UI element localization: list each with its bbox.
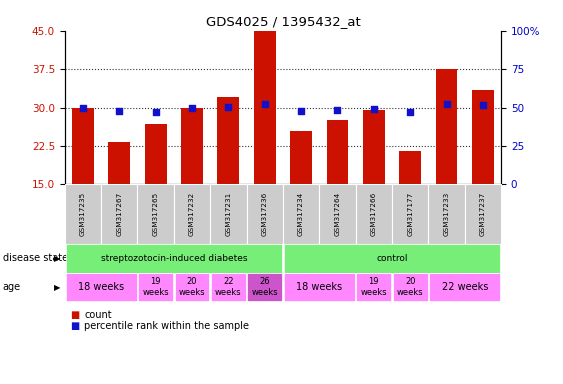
- Text: ■: ■: [70, 310, 79, 320]
- Bar: [472, 89, 494, 184]
- Text: disease state: disease state: [3, 253, 68, 263]
- Text: GSM317266: GSM317266: [371, 192, 377, 236]
- Text: GSM317177: GSM317177: [407, 192, 413, 236]
- Text: GSM317265: GSM317265: [153, 192, 159, 236]
- Text: 20
weeks: 20 weeks: [178, 277, 205, 297]
- Text: 18 weeks: 18 weeks: [296, 282, 342, 292]
- Point: [151, 109, 160, 115]
- Text: GSM317235: GSM317235: [80, 192, 86, 236]
- Text: GSM317231: GSM317231: [225, 192, 231, 236]
- Point: [479, 102, 488, 108]
- Point: [442, 101, 451, 108]
- Text: 22 weeks: 22 weeks: [441, 282, 488, 292]
- Bar: [181, 108, 203, 184]
- Text: 19
weeks: 19 weeks: [360, 277, 387, 297]
- Bar: [290, 131, 312, 184]
- Text: GSM317234: GSM317234: [298, 192, 304, 236]
- Text: GSM317233: GSM317233: [444, 192, 449, 236]
- Text: GSM317267: GSM317267: [117, 192, 122, 236]
- Text: 19
weeks: 19 weeks: [142, 277, 169, 297]
- Text: ■: ■: [70, 321, 79, 331]
- Point: [260, 101, 269, 108]
- Text: percentile rank within the sample: percentile rank within the sample: [84, 321, 249, 331]
- Text: ▶: ▶: [53, 283, 60, 291]
- Point: [406, 109, 415, 115]
- Text: 18 weeks: 18 weeks: [78, 282, 124, 292]
- Point: [369, 106, 378, 112]
- Bar: [363, 110, 385, 184]
- Bar: [145, 124, 167, 184]
- Text: control: control: [376, 254, 408, 263]
- Text: 26
weeks: 26 weeks: [252, 277, 278, 297]
- Text: GSM317236: GSM317236: [262, 192, 268, 236]
- Text: count: count: [84, 310, 112, 320]
- Text: age: age: [3, 282, 21, 292]
- Bar: [436, 69, 457, 184]
- Point: [333, 107, 342, 113]
- Point: [187, 104, 196, 111]
- Text: ▶: ▶: [53, 254, 60, 263]
- Text: streptozotocin-induced diabetes: streptozotocin-induced diabetes: [101, 254, 247, 263]
- Bar: [399, 151, 421, 184]
- Text: GSM317237: GSM317237: [480, 192, 486, 236]
- Text: GSM317264: GSM317264: [334, 192, 341, 236]
- Bar: [108, 142, 130, 184]
- Point: [297, 108, 306, 114]
- Bar: [72, 108, 94, 184]
- Point: [224, 104, 233, 110]
- Text: 22
weeks: 22 weeks: [215, 277, 242, 297]
- Text: GSM317232: GSM317232: [189, 192, 195, 236]
- Bar: [327, 120, 348, 184]
- Point: [78, 104, 87, 111]
- Title: GDS4025 / 1395432_at: GDS4025 / 1395432_at: [205, 15, 360, 28]
- Bar: [217, 97, 239, 184]
- Point: [115, 108, 124, 114]
- Bar: [254, 31, 276, 184]
- Text: 20
weeks: 20 weeks: [397, 277, 423, 297]
